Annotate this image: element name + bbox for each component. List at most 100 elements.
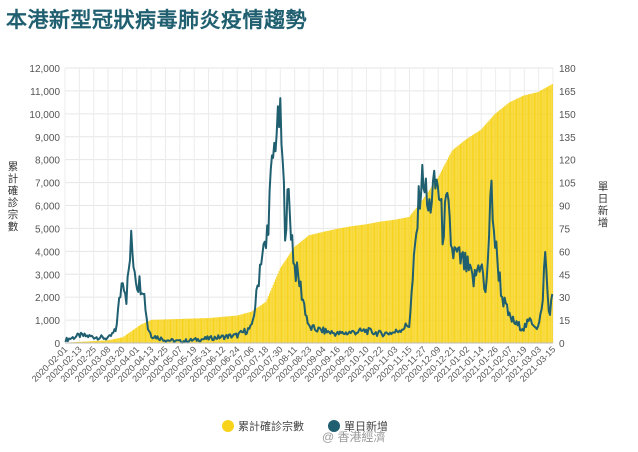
cumulative-bar <box>400 218 402 343</box>
cumulative-bar <box>134 328 136 343</box>
cumulative-bar <box>96 340 98 343</box>
cumulative-bar <box>210 317 212 343</box>
cumulative-bar <box>442 168 444 343</box>
cumulative-bar <box>499 110 501 343</box>
cumulative-bar <box>418 204 420 343</box>
y-left-tick-label: 3,000 <box>35 270 60 281</box>
cumulative-bar <box>393 219 395 343</box>
cumulative-bar <box>100 340 102 343</box>
cumulative-bar <box>221 316 223 343</box>
cumulative-bar <box>426 193 428 343</box>
cumulative-bar <box>93 341 95 343</box>
cumulative-bar <box>183 318 185 343</box>
cumulative-bar <box>455 147 457 343</box>
cumulative-bar <box>150 319 152 343</box>
cumulative-bar <box>310 234 312 343</box>
cumulative-bar <box>550 84 552 344</box>
cumulative-bar <box>204 318 206 343</box>
cumulative-bar <box>215 317 217 343</box>
cumulative-bar <box>164 319 166 343</box>
cumulative-bar <box>260 305 262 343</box>
cumulative-bar <box>517 98 519 343</box>
watermark-text: @ 香港經濟 <box>322 430 386 444</box>
cumulative-bar <box>291 250 293 343</box>
cumulative-bar <box>130 331 132 343</box>
cumulative-bar <box>320 232 322 343</box>
cumulative-bar <box>86 341 88 343</box>
cumulative-bar <box>379 221 382 343</box>
cumulative-bar <box>445 161 447 343</box>
cumulative-bar <box>154 319 156 343</box>
cumulative-bar <box>523 95 525 343</box>
cumulative-bar <box>88 341 90 343</box>
cumulative-bar <box>303 239 305 343</box>
cumulative-bar <box>543 88 545 343</box>
cumulative-bar <box>263 303 265 343</box>
cumulative-bar <box>156 319 158 343</box>
cumulative-bar <box>238 315 240 343</box>
cumulative-bar <box>432 184 434 344</box>
cumulative-bar <box>241 314 243 343</box>
cumulative-bar <box>452 149 454 343</box>
cumulative-bar <box>165 319 167 343</box>
y-right-axis-title: 日 <box>598 193 609 205</box>
cumulative-bar <box>144 322 147 343</box>
cumulative-bar <box>544 88 546 343</box>
cumulative-bar <box>443 166 445 343</box>
cumulative-bar <box>99 340 101 343</box>
cumulative-bar <box>125 334 127 343</box>
cumulative-bar <box>387 220 389 344</box>
cumulative-bar <box>253 309 255 343</box>
cumulative-bar <box>463 140 465 343</box>
cumulative-bar <box>446 159 448 343</box>
cumulative-bar <box>90 341 92 343</box>
y-right-tick-label: 150 <box>559 110 576 121</box>
cumulative-bar <box>111 339 113 343</box>
cumulative-bar <box>341 227 343 343</box>
cumulative-bar <box>346 226 348 343</box>
cumulative-bar <box>209 317 211 343</box>
cumulative-bar <box>190 318 192 343</box>
cumulative-bar <box>129 332 131 343</box>
y-left-tick-label: 8,000 <box>35 156 60 167</box>
cumulative-bar <box>390 220 392 343</box>
cumulative-bar <box>284 260 286 343</box>
cumulative-bar <box>512 100 514 343</box>
cumulative-bar <box>119 337 121 343</box>
cumulative-bar <box>143 323 145 343</box>
cumulative-bar <box>186 318 188 343</box>
cumulative-bar <box>402 218 404 343</box>
cumulative-bar <box>501 108 503 343</box>
cumulative-bar <box>242 313 244 343</box>
y-right-axis-title: 增 <box>598 216 609 229</box>
cumulative-bar <box>294 246 296 343</box>
cumulative-bar <box>384 220 386 343</box>
cumulative-bar <box>532 93 534 344</box>
cumulative-bar <box>548 86 550 344</box>
cumulative-bar <box>409 215 411 343</box>
cumulative-bar <box>170 319 172 343</box>
cumulative-bar <box>325 231 327 343</box>
cumulative-bar <box>370 223 372 344</box>
y-left-tick-label: 10,000 <box>29 110 60 121</box>
cumulative-bar <box>211 317 213 343</box>
chart-legend: 累計確診宗數 單日新增 <box>222 418 388 434</box>
cumulative-bar <box>531 93 533 344</box>
cumulative-bar <box>142 323 144 343</box>
cumulative-bar <box>252 310 254 343</box>
cumulative-bar <box>457 145 459 343</box>
cumulative-bar <box>498 110 500 343</box>
cumulative-bar <box>388 220 390 343</box>
cumulative-bar <box>351 226 353 344</box>
cumulative-bar <box>124 335 126 343</box>
cumulative-bar <box>526 94 528 343</box>
cumulative-bar <box>374 222 376 343</box>
cumulative-bar <box>539 90 541 343</box>
cumulative-bar <box>468 137 470 343</box>
cumulative-bar <box>153 319 155 343</box>
cumulative-bar <box>140 324 142 343</box>
cumulative-bar <box>80 341 82 343</box>
cumulative-bar <box>436 179 438 343</box>
cumulative-bar <box>280 266 283 343</box>
cumulative-bar <box>444 164 446 343</box>
